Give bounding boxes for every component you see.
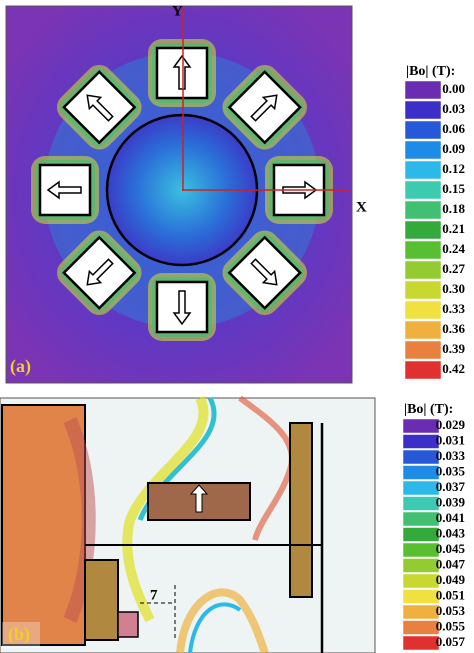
legend-label: 0.051	[436, 587, 465, 602]
panel-a-map: Y X (a)	[5, 3, 367, 384]
legend-label: 0.037	[436, 479, 466, 494]
legend-label: 0.055	[436, 618, 466, 633]
legend-swatch	[404, 340, 442, 360]
magnet-arrow	[86, 94, 114, 122]
legend-label: 0.42	[442, 361, 465, 376]
legend-label: 0.03	[442, 101, 465, 116]
legend-swatch	[404, 360, 442, 380]
legend-label: 0.12	[442, 161, 465, 176]
legend-swatch	[402, 558, 440, 573]
magnet-arrow	[172, 290, 192, 326]
legend-label: 0.33	[442, 301, 465, 316]
legend-swatch	[402, 573, 440, 589]
legend-label: 0.033	[436, 448, 466, 463]
legend-title: |Bo| (T):	[404, 402, 453, 417]
legend-label: 0.36	[442, 321, 465, 336]
magnet	[31, 156, 99, 224]
legend-swatch	[404, 260, 442, 280]
arrow	[250, 94, 278, 122]
magnet	[148, 39, 216, 107]
y-axis-label: Y	[172, 3, 183, 19]
magnet	[222, 64, 308, 150]
legend-label: 0.27	[442, 261, 465, 276]
legend-swatch	[404, 180, 442, 200]
magnet-arrow	[86, 258, 114, 286]
legend-swatch	[404, 140, 442, 160]
legend-label: 0.039	[436, 494, 466, 509]
legend-label: 0.029	[436, 417, 466, 432]
legend-swatch	[402, 434, 440, 449]
legend-swatch	[402, 527, 440, 542]
legend-label: 0.30	[442, 281, 465, 296]
legend-swatch	[402, 604, 440, 620]
annotation: 7	[150, 587, 158, 603]
magnet	[222, 230, 308, 316]
magnet	[56, 230, 142, 316]
legend-swatch	[404, 160, 442, 180]
arrow	[172, 290, 192, 326]
legend-label: 0.24	[442, 241, 465, 256]
legend-swatch	[404, 300, 442, 320]
legend-label: 0.049	[436, 572, 466, 587]
legend-label: 0.031	[436, 432, 465, 447]
legend-label: 0.041	[436, 510, 465, 525]
panel-b-map: 7 (b)	[0, 395, 376, 653]
legend-swatch	[402, 542, 440, 558]
legend-swatch	[404, 220, 442, 240]
magnet-arrow	[250, 94, 278, 122]
legend-swatch	[402, 465, 440, 480]
legend-swatch	[402, 635, 440, 651]
legend-swatch	[402, 480, 440, 496]
legend-label: 0.15	[442, 181, 465, 196]
legend-label: 0.057	[436, 634, 466, 649]
legend-swatch	[402, 496, 440, 511]
legend-label: 0.035	[436, 463, 466, 478]
arrow	[86, 258, 114, 286]
arrow	[250, 258, 278, 286]
legend-swatch	[402, 620, 440, 635]
magnet	[56, 64, 142, 150]
legend-label: 0.21	[442, 221, 465, 236]
magnet-arrow	[250, 258, 278, 286]
legend-label: 0.047	[436, 556, 466, 571]
legend-title: |Bo| (T):	[406, 64, 455, 79]
arrow	[172, 54, 192, 90]
legend-label: 0.043	[436, 525, 466, 540]
legend-label: 0.18	[442, 201, 465, 216]
legend-label: 0.00	[442, 81, 465, 96]
magnet	[148, 273, 216, 341]
legend-swatch	[402, 449, 440, 465]
legend-swatch	[404, 240, 442, 260]
legend-label: 0.045	[436, 541, 466, 556]
legend-swatch	[404, 80, 442, 100]
x-axis-label: X	[356, 199, 367, 215]
legend-swatch	[404, 280, 442, 300]
legend-swatch	[404, 200, 442, 220]
legend-swatch	[404, 120, 442, 140]
magnet-arrow	[46, 180, 82, 200]
legend-swatch	[402, 589, 440, 604]
legend-label: 0.053	[436, 603, 466, 618]
legend-label: 0.09	[442, 141, 465, 156]
legend-swatch	[404, 100, 442, 120]
magnet-arrow	[172, 54, 192, 90]
panel-label: (b)	[8, 624, 30, 645]
legend-swatch	[404, 320, 442, 340]
legend-label: 0.06	[442, 121, 465, 136]
panel-label: (a)	[10, 356, 31, 377]
legend-swatch	[402, 418, 440, 434]
arrow	[46, 180, 82, 200]
arrow	[86, 94, 114, 122]
legend-label: 0.39	[442, 341, 465, 356]
legend-swatch	[402, 511, 440, 527]
